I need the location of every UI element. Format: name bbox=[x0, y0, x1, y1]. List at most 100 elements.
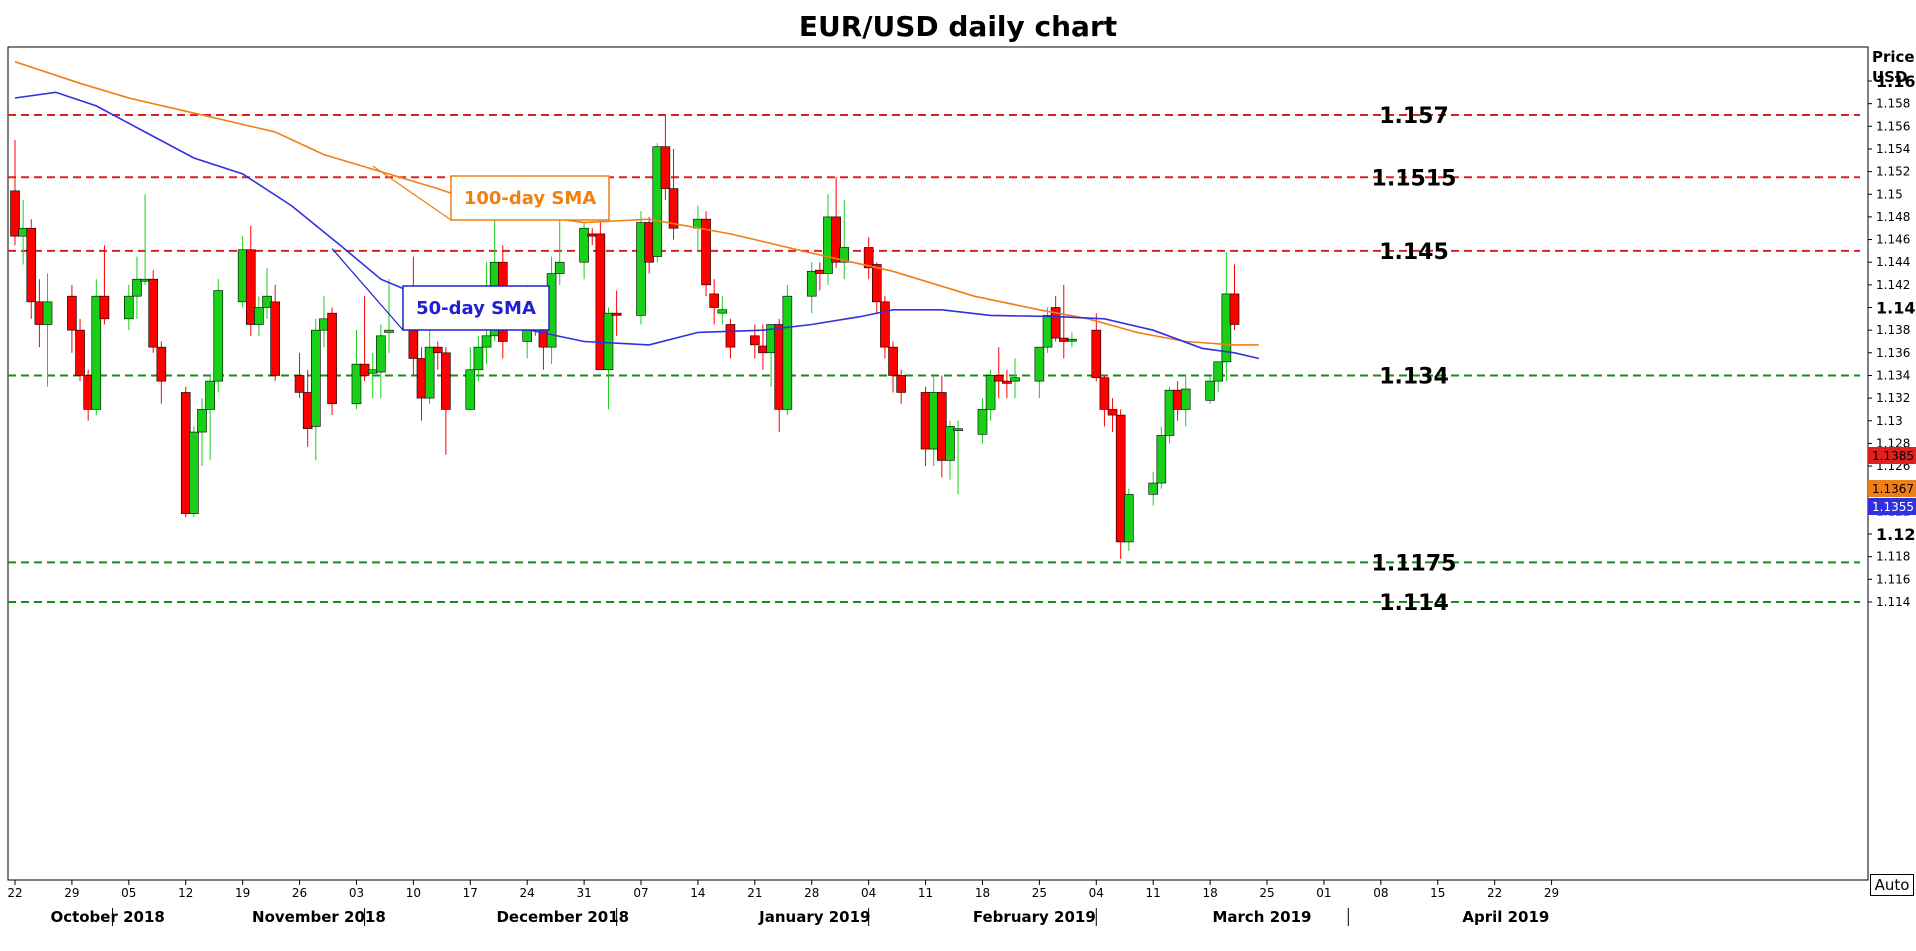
sma-lines bbox=[14, 60, 1260, 360]
candle-body bbox=[823, 216, 833, 274]
candle-body bbox=[644, 222, 654, 263]
candle-body bbox=[920, 392, 931, 450]
candle-body bbox=[1156, 435, 1167, 484]
y-tick-label: 1.12 bbox=[1876, 525, 1915, 544]
x-month-label: November 2018 bbox=[252, 908, 386, 926]
x-tick-label: 28 bbox=[804, 886, 819, 900]
candle-body bbox=[1148, 482, 1158, 495]
candle-body bbox=[124, 295, 134, 320]
candle-body bbox=[871, 264, 882, 303]
candle-body bbox=[815, 269, 825, 274]
candle-body bbox=[237, 249, 248, 303]
level-label: 1.114 bbox=[1379, 591, 1449, 616]
level-label: 1.134 bbox=[1379, 364, 1449, 389]
candle-body bbox=[180, 392, 191, 514]
candle-body bbox=[652, 146, 663, 257]
x-tick-label: 04 bbox=[1089, 886, 1104, 900]
y-tick-label: 1.13 bbox=[1876, 414, 1903, 428]
candle-body bbox=[1050, 307, 1061, 339]
price-tag-label: 1.1355 bbox=[1872, 500, 1914, 514]
x-month-label: February 2019 bbox=[973, 908, 1096, 926]
candle-body bbox=[351, 363, 362, 405]
annotation-leader bbox=[372, 165, 452, 221]
candle-body bbox=[213, 290, 224, 382]
x-tick-label: 11 bbox=[1146, 886, 1161, 900]
annotation-box bbox=[402, 285, 550, 331]
candle-body bbox=[254, 307, 264, 325]
x-month-label: October 2018 bbox=[50, 908, 164, 926]
candle-body bbox=[465, 369, 476, 410]
y-tick-label: 1.152 bbox=[1876, 165, 1910, 179]
candle-body bbox=[945, 426, 955, 461]
candle-body bbox=[1091, 329, 1102, 379]
sma-100-line bbox=[14, 60, 1259, 346]
x-month-label: January 2019 bbox=[758, 908, 870, 926]
x-month-label: April 2019 bbox=[1462, 908, 1549, 926]
candle-body bbox=[441, 352, 451, 410]
candle-body bbox=[1213, 361, 1224, 382]
candle-body bbox=[34, 301, 45, 325]
plot-area bbox=[7, 46, 1869, 881]
x-tick-label: 29 bbox=[64, 886, 79, 900]
candle-body bbox=[993, 375, 1004, 382]
price-tags: 1.1385 1.1367 1.1355 bbox=[1868, 447, 1916, 515]
candle-body bbox=[863, 247, 874, 269]
candle-body bbox=[831, 216, 841, 263]
candle-body bbox=[91, 295, 102, 410]
x-tick-label: 03 bbox=[349, 886, 364, 900]
candle-body bbox=[132, 278, 142, 297]
x-tick-label: 26 bbox=[292, 886, 307, 900]
price-tag bbox=[1868, 498, 1916, 515]
candle-body bbox=[953, 428, 963, 431]
candle-body bbox=[156, 346, 167, 382]
candle-body bbox=[603, 312, 614, 371]
candle-body bbox=[424, 346, 435, 399]
candle-body bbox=[928, 392, 939, 450]
x-tick-label: 18 bbox=[1202, 886, 1217, 900]
y-tick-label: 1.132 bbox=[1876, 391, 1910, 405]
candle-body bbox=[302, 392, 313, 429]
candle-body bbox=[140, 278, 150, 282]
candle-body bbox=[26, 227, 37, 303]
candle-body bbox=[1115, 414, 1126, 543]
annotation-leader bbox=[331, 248, 404, 331]
candle-body bbox=[359, 363, 370, 376]
x-tick-label: 17 bbox=[463, 886, 478, 900]
auto-scale-button[interactable]: Auto bbox=[1870, 874, 1914, 896]
candle-body bbox=[937, 392, 947, 461]
candle-body bbox=[262, 295, 272, 308]
candle-body bbox=[416, 358, 427, 399]
candle-body bbox=[839, 247, 850, 263]
x-tick-label: 24 bbox=[520, 886, 535, 900]
x-tick-label: 21 bbox=[747, 886, 762, 900]
level-label: 1.1515 bbox=[1372, 166, 1457, 191]
candle-body bbox=[896, 375, 906, 393]
candle-body bbox=[782, 295, 793, 410]
y-axis-title-price: Price bbox=[1872, 48, 1915, 66]
annotation-box bbox=[450, 175, 610, 221]
y-tick-label: 1.138 bbox=[1876, 323, 1910, 337]
candle-body bbox=[1172, 389, 1183, 410]
x-tick-label: 10 bbox=[406, 886, 421, 900]
candle-body bbox=[384, 329, 394, 333]
x-tick-label: 07 bbox=[633, 886, 648, 900]
candle-body bbox=[245, 249, 256, 325]
candle-body bbox=[481, 335, 492, 348]
y-tick-label: 1.114 bbox=[1876, 595, 1910, 609]
candle-body bbox=[432, 346, 443, 354]
candle-body bbox=[725, 324, 736, 348]
y-tick-label: 1.136 bbox=[1876, 346, 1910, 360]
x-tick-label: 11 bbox=[918, 886, 933, 900]
y-tick-label: 1.154 bbox=[1876, 142, 1910, 156]
candle-body bbox=[660, 146, 671, 189]
candle-body bbox=[977, 409, 988, 435]
y-tick-label: 1.15 bbox=[1876, 187, 1903, 201]
candle-body bbox=[1099, 377, 1110, 410]
candle-body bbox=[636, 222, 646, 316]
candle-body bbox=[1124, 494, 1134, 543]
x-tick-label: 12 bbox=[178, 886, 193, 900]
y-tick-label: 1.142 bbox=[1876, 278, 1910, 292]
candle-body bbox=[197, 409, 207, 433]
candle-body bbox=[595, 233, 606, 371]
